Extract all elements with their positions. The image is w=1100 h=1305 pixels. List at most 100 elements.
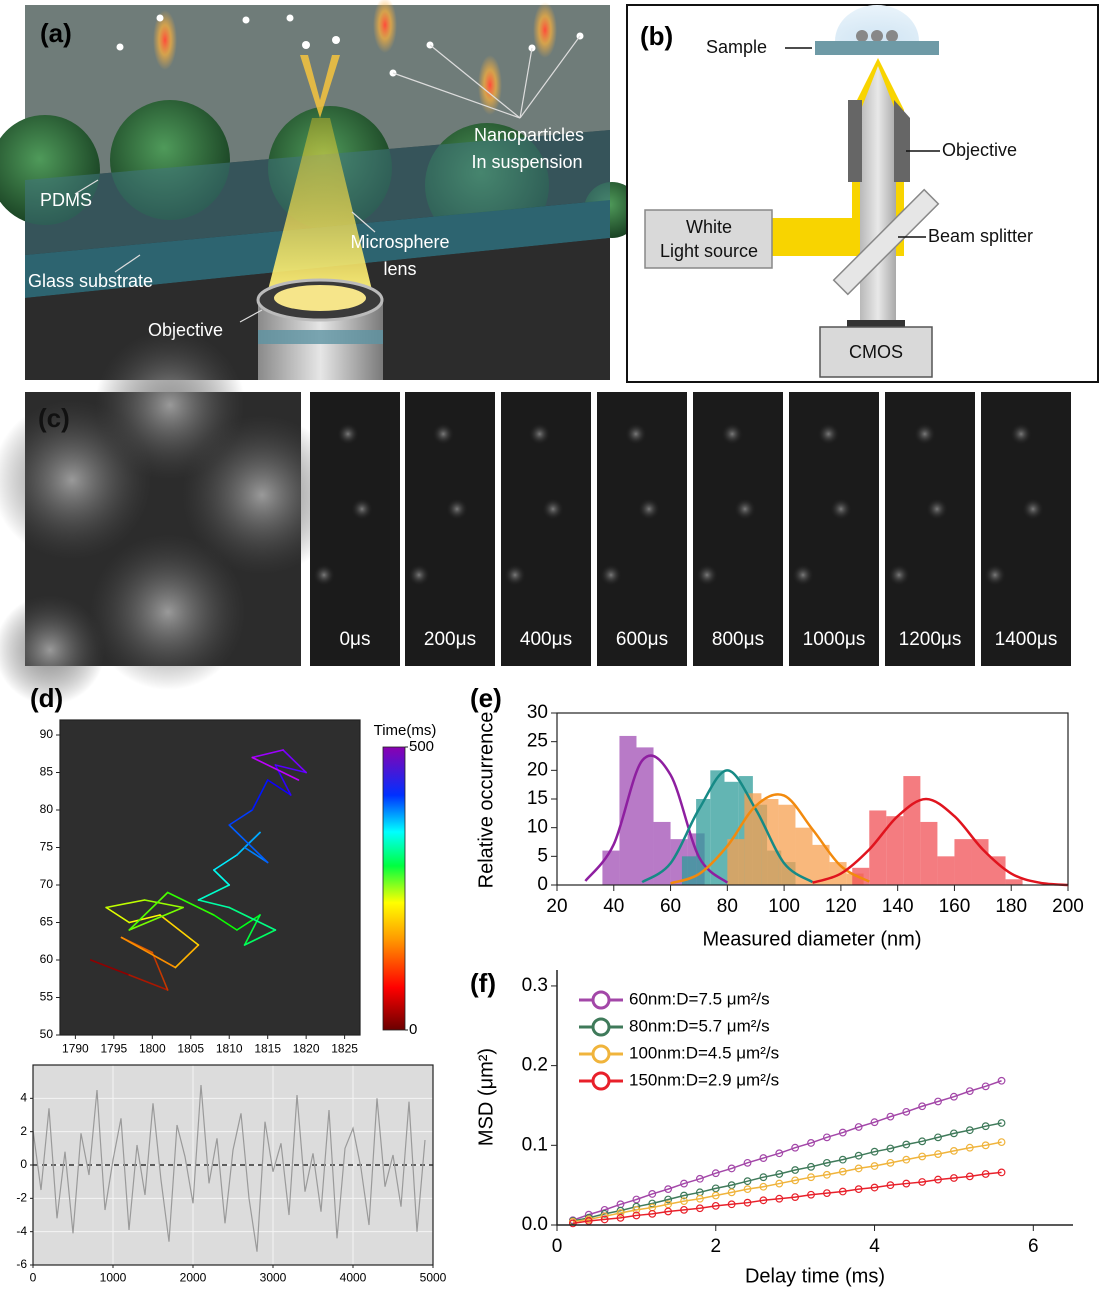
particle-spot bbox=[528, 423, 551, 445]
data-point bbox=[870, 1118, 879, 1127]
data-point bbox=[775, 1170, 784, 1178]
y-tick-label: 90 bbox=[40, 727, 54, 741]
histogram-bar bbox=[761, 799, 779, 885]
data-point bbox=[616, 1213, 625, 1222]
trajectory-segment bbox=[128, 914, 161, 924]
sensor bbox=[847, 320, 905, 328]
data-point bbox=[775, 1179, 784, 1188]
label: Objective bbox=[942, 140, 1017, 160]
particle bbox=[871, 30, 883, 42]
data-line bbox=[572, 1122, 1002, 1222]
colorbar-tick-label: 0 bbox=[409, 1021, 417, 1038]
y-tick-label: 5 bbox=[537, 845, 548, 866]
particle bbox=[856, 30, 868, 42]
frame-time-label: 600μs bbox=[616, 629, 668, 650]
particle-spot bbox=[696, 564, 718, 586]
y-tick-label: 0.1 bbox=[522, 1134, 548, 1155]
trajectory-segment bbox=[251, 756, 300, 781]
data-point bbox=[680, 1179, 688, 1188]
x-tick-label: 140 bbox=[882, 896, 914, 917]
data-point bbox=[664, 1195, 673, 1204]
data-point bbox=[632, 1211, 641, 1220]
label: In suspension bbox=[471, 152, 582, 172]
leader-line bbox=[519, 47, 533, 119]
x-tick-label: 200 bbox=[1052, 896, 1084, 917]
sample-droplet bbox=[835, 5, 919, 41]
particle-spot bbox=[408, 564, 430, 586]
data-point bbox=[823, 1133, 831, 1142]
y-tick-label: 0.2 bbox=[522, 1055, 548, 1076]
panel-tag: (c) bbox=[38, 403, 70, 433]
data-point bbox=[743, 1158, 752, 1167]
data-point bbox=[664, 1185, 673, 1194]
particle-spot bbox=[351, 498, 373, 520]
histogram-bar bbox=[829, 862, 847, 885]
trajectory-segment bbox=[143, 899, 184, 909]
frame-time-label: 1200μs bbox=[899, 629, 962, 650]
data-point bbox=[759, 1154, 768, 1162]
fit-curve bbox=[584, 754, 729, 884]
trajectory-segment bbox=[228, 906, 277, 931]
data-point bbox=[981, 1170, 990, 1178]
y-tick-label: 60 bbox=[40, 952, 54, 966]
panel-tag: (f) bbox=[470, 968, 496, 998]
panel-b: (b) Sample Objective White Light source … bbox=[626, 4, 1099, 383]
data-point bbox=[711, 1191, 720, 1200]
data-point bbox=[838, 1187, 847, 1196]
histogram-bar bbox=[1005, 879, 1023, 885]
particle-spot bbox=[830, 498, 852, 520]
panel-tag: (e) bbox=[470, 683, 502, 713]
data-point bbox=[791, 1193, 800, 1202]
data-point bbox=[695, 1194, 704, 1203]
histogram-bar bbox=[727, 839, 745, 885]
trajectory-segment bbox=[243, 929, 277, 946]
trajectory-segment bbox=[197, 884, 231, 901]
objective-housing bbox=[894, 100, 910, 182]
microsphere-image bbox=[95, 330, 245, 480]
y-tick-label: 70 bbox=[40, 877, 54, 891]
leader-line bbox=[114, 254, 141, 273]
x-tick-label: 1825 bbox=[331, 1041, 358, 1055]
particle-spot bbox=[624, 423, 647, 445]
label: Microsphere bbox=[350, 232, 449, 252]
data-point bbox=[934, 1097, 942, 1106]
x-tick-label: 2000 bbox=[180, 1270, 207, 1284]
leader-lines bbox=[74, 35, 581, 323]
y-tick-label: 30 bbox=[527, 702, 548, 723]
particle-glow bbox=[533, 2, 557, 58]
x-tick-label: 1790 bbox=[62, 1041, 89, 1055]
label: PDMS bbox=[40, 190, 92, 210]
data-point bbox=[950, 1129, 958, 1138]
data-point bbox=[823, 1189, 831, 1198]
colorbar-title: Time(ms) bbox=[374, 722, 437, 739]
data-point bbox=[743, 1198, 752, 1207]
y-tick-label: 80 bbox=[40, 802, 54, 816]
legend-label: 100nm:D=4.5 μm²/s bbox=[629, 1043, 779, 1062]
data-point bbox=[807, 1162, 815, 1171]
trajectory-segment bbox=[236, 914, 261, 931]
y-tick-label: 85 bbox=[40, 765, 54, 779]
data-point bbox=[759, 1182, 768, 1191]
y-tick-label: 4 bbox=[20, 1091, 27, 1105]
y-tick-label: 2 bbox=[20, 1124, 27, 1138]
data-point bbox=[664, 1207, 673, 1216]
data-point bbox=[648, 1190, 657, 1198]
legend-marker bbox=[591, 1017, 611, 1037]
particle-spot bbox=[888, 564, 910, 586]
data-point bbox=[632, 1205, 641, 1214]
x-tick-label: 1815 bbox=[254, 1041, 281, 1055]
data-point bbox=[965, 1087, 974, 1096]
y-tick-label: 15 bbox=[527, 788, 548, 809]
optical-path bbox=[860, 66, 896, 325]
trajectory-segment bbox=[228, 824, 269, 864]
x-axis-title: Measured diameter (nm) bbox=[703, 928, 922, 950]
x-tick-label: 4000 bbox=[340, 1270, 367, 1284]
legend-marker bbox=[591, 1044, 611, 1064]
trajectory-segment bbox=[151, 951, 169, 991]
histogram-bar bbox=[696, 799, 711, 885]
microsphere-image bbox=[90, 534, 246, 690]
data-point bbox=[807, 1190, 815, 1199]
histogram-bar bbox=[869, 810, 887, 885]
particle-spot bbox=[817, 423, 840, 445]
